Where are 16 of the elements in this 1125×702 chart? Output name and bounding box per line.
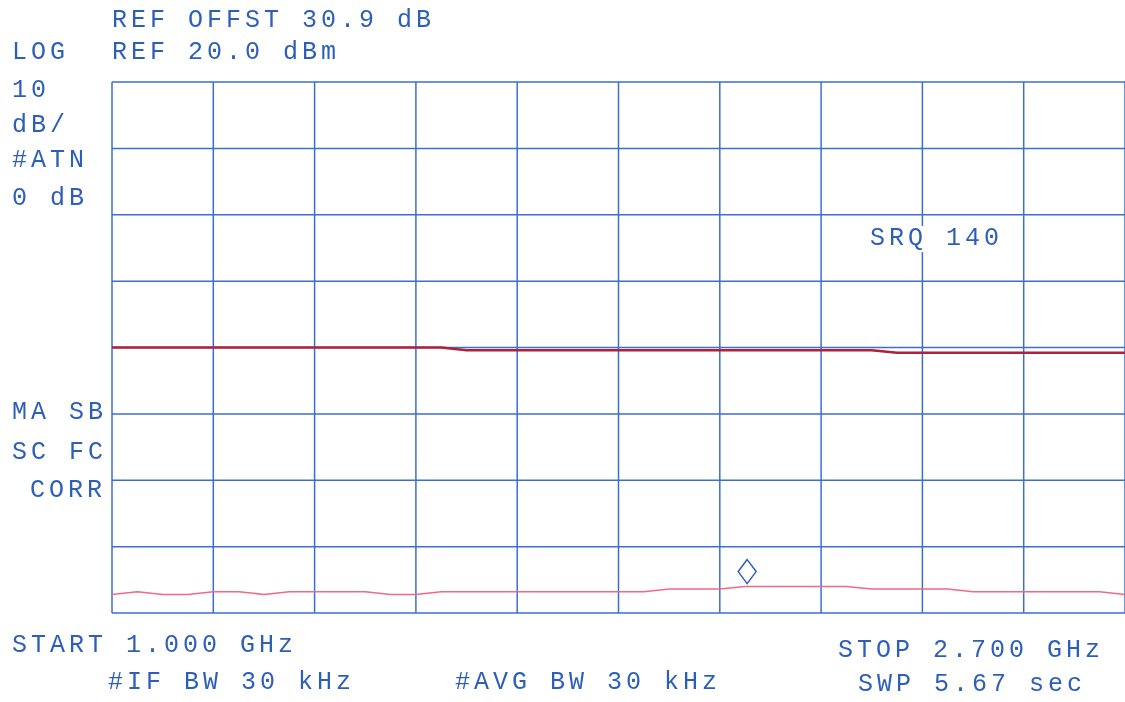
text: STOP 2.700 GHz: [838, 636, 1105, 665]
text: dB/: [12, 111, 70, 140]
text: LOG: [12, 38, 70, 67]
text: MA SB: [12, 398, 108, 427]
text: START 1.000 GHz: [12, 631, 298, 660]
text: CORR: [30, 476, 107, 505]
text: SRQ 140: [870, 224, 1004, 253]
text: SWP 5.67 sec: [858, 670, 1087, 699]
text: REF OFFST 30.9 dB: [112, 6, 436, 35]
text: #AVG BW 30 kHz: [455, 668, 722, 697]
text: 10: [12, 76, 51, 105]
text: #IF BW 30 kHz: [108, 668, 356, 697]
text: REF 20.0 dBm: [112, 38, 341, 67]
text: SC FC: [12, 438, 108, 467]
text: 0 dB: [12, 184, 89, 213]
text: #ATN: [12, 146, 89, 175]
